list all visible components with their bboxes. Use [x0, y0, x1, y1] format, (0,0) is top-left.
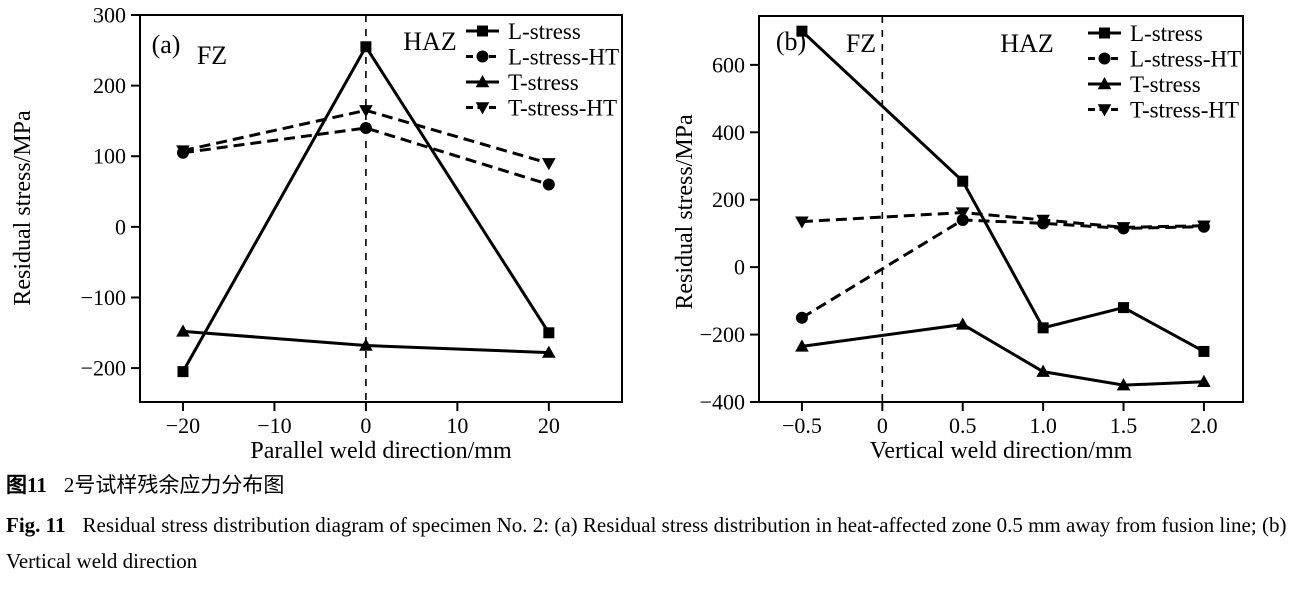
- x-tick-label: 1.0: [1029, 413, 1057, 438]
- y-tick-label: 200: [712, 187, 745, 212]
- series-marker-t-stress: [1116, 378, 1131, 391]
- x-axis-label: Parallel weld direction/mm: [250, 438, 512, 464]
- panel-label-b: (b): [776, 27, 806, 56]
- series-marker-t-stress: [359, 338, 373, 351]
- series-marker-t-stress-ht: [955, 207, 970, 220]
- legend-label-l-stress-ht: L-stress-HT: [1130, 47, 1241, 72]
- x-tick-label: 20: [538, 413, 560, 438]
- plot-border-b: [758, 15, 1244, 403]
- y-tick-label: 400: [712, 120, 745, 145]
- y-tick-label: 200: [93, 73, 126, 98]
- caption-cn-label: 图11: [6, 473, 47, 497]
- legend-marker-triangle-up-icon: [1097, 77, 1112, 90]
- caption-chinese: 图11 2号试样残余应力分布图: [6, 471, 1292, 499]
- legend-marker-circle-icon: [476, 50, 489, 63]
- series-marker-t-stress: [176, 324, 190, 337]
- x-tick-label: −20: [166, 413, 200, 438]
- series-marker-t-stress-ht: [795, 216, 809, 229]
- zone-label-haz-a: HAZ: [403, 27, 456, 56]
- series-marker-l-stress: [796, 25, 808, 37]
- x-tick-label: 2.0: [1190, 413, 1218, 438]
- series-marker-l-stress-ht: [359, 121, 372, 134]
- y-tick-label: −400: [700, 390, 745, 415]
- legend-marker-triangle-down-icon: [1097, 104, 1112, 117]
- series-line-t-stress: [801, 322, 1204, 387]
- caption-en-text: Residual stress distribution diagram of …: [6, 513, 1287, 573]
- y-tick-label: 0: [115, 214, 126, 239]
- legend-label-t-stress-ht: T-stress-HT: [508, 96, 617, 121]
- series-marker-l-stress: [360, 41, 372, 53]
- series-marker-t-stress-ht: [542, 158, 556, 171]
- panel-label-a: (a): [152, 30, 181, 59]
- x-tick-label: 0: [877, 413, 888, 438]
- series-marker-l-stress: [957, 175, 969, 187]
- y-axis-label: Residual stress/MPa: [10, 110, 36, 306]
- x-tick-label: −10: [257, 413, 291, 438]
- legend-label-t-stress: T-stress: [508, 70, 579, 95]
- zone-label-haz-b: HAZ: [1000, 29, 1053, 58]
- legend-marker-square-icon: [477, 25, 488, 37]
- series-marker-t-stress-ht: [1197, 220, 1211, 233]
- legend-label-l-stress: L-stress: [1130, 21, 1203, 46]
- series-line-l-stress-ht: [801, 218, 1204, 320]
- series-marker-t-stress: [795, 339, 809, 352]
- caption-english: Fig. 11 Residual stress distribution diag…: [6, 508, 1292, 579]
- series-marker-t-stress: [1197, 374, 1211, 387]
- legend-label-t-stress: T-stress: [1130, 72, 1201, 97]
- legend-marker-triangle-up-icon: [475, 75, 490, 88]
- legend-label-l-stress-ht: L-stress-HT: [508, 45, 619, 70]
- series-marker-l-stress: [1118, 302, 1130, 314]
- chart-panel-b: 600 400 200 0 −200 −400 −0.5 0 0.5 1.0 1.5 2.0 Verti…: [672, 15, 1244, 464]
- x-tick-label: 10: [446, 413, 468, 438]
- y-tick-label: 600: [712, 52, 745, 77]
- series-marker-l-stress: [543, 327, 555, 339]
- y-tick-label: −200: [81, 356, 126, 381]
- series-marker-t-stress: [955, 317, 970, 330]
- series-marker-t-stress: [542, 345, 556, 358]
- series-line-t-stress-ht: [801, 211, 1204, 229]
- caption-en-label: Fig. 11: [6, 513, 66, 537]
- series-marker-l-stress: [1037, 322, 1049, 334]
- x-tick-label: 1.5: [1110, 413, 1138, 438]
- y-tick-label: 100: [93, 144, 126, 169]
- x-tick-label: 0: [360, 413, 371, 438]
- zone-label-fz-a: FZ: [197, 41, 227, 70]
- y-tick-label: 0: [734, 255, 745, 280]
- series-line-l-stress: [181, 43, 551, 373]
- figure-caption: 图11 2号试样残余应力分布图 Fig. 11 Residual stress di…: [6, 471, 1292, 579]
- legend-label-t-stress-ht: T-stress-HT: [1130, 98, 1239, 123]
- x-tick-label: −0.5: [782, 413, 822, 438]
- legend-marker-square-icon: [1099, 27, 1110, 39]
- legend-marker-circle-icon: [1098, 52, 1111, 65]
- series-line-l-stress-ht: [182, 126, 550, 186]
- x-axis-label: Vertical weld direction/mm: [870, 438, 1133, 464]
- series-marker-l-stress-ht: [795, 311, 808, 324]
- legend-marker-triangle-down-icon: [475, 102, 490, 115]
- zone-label-fz-b: FZ: [846, 29, 876, 58]
- y-tick-label: −200: [700, 322, 745, 347]
- y-axis-label: Residual stress/MPa: [672, 114, 698, 310]
- series-marker-l-stress-ht: [956, 213, 969, 226]
- x-tick-label: 0.5: [949, 413, 977, 438]
- series-marker-t-stress-ht: [1116, 222, 1131, 235]
- caption-cn-text: 2号试样残余应力分布图: [63, 473, 285, 497]
- series-marker-t-stress-ht: [176, 145, 190, 158]
- plot-border-a: [139, 14, 623, 403]
- series-marker-t-stress-ht: [359, 105, 373, 118]
- series-marker-l-stress: [177, 366, 189, 378]
- series-marker-l-stress: [1198, 345, 1210, 357]
- y-tick-label: 300: [93, 3, 126, 28]
- series-marker-l-stress-ht: [542, 178, 555, 191]
- series-marker-t-stress: [1036, 364, 1050, 377]
- series-marker-t-stress-ht: [1036, 214, 1050, 227]
- y-tick-label: −100: [81, 285, 126, 310]
- legend-label-l-stress: L-stress: [508, 19, 581, 44]
